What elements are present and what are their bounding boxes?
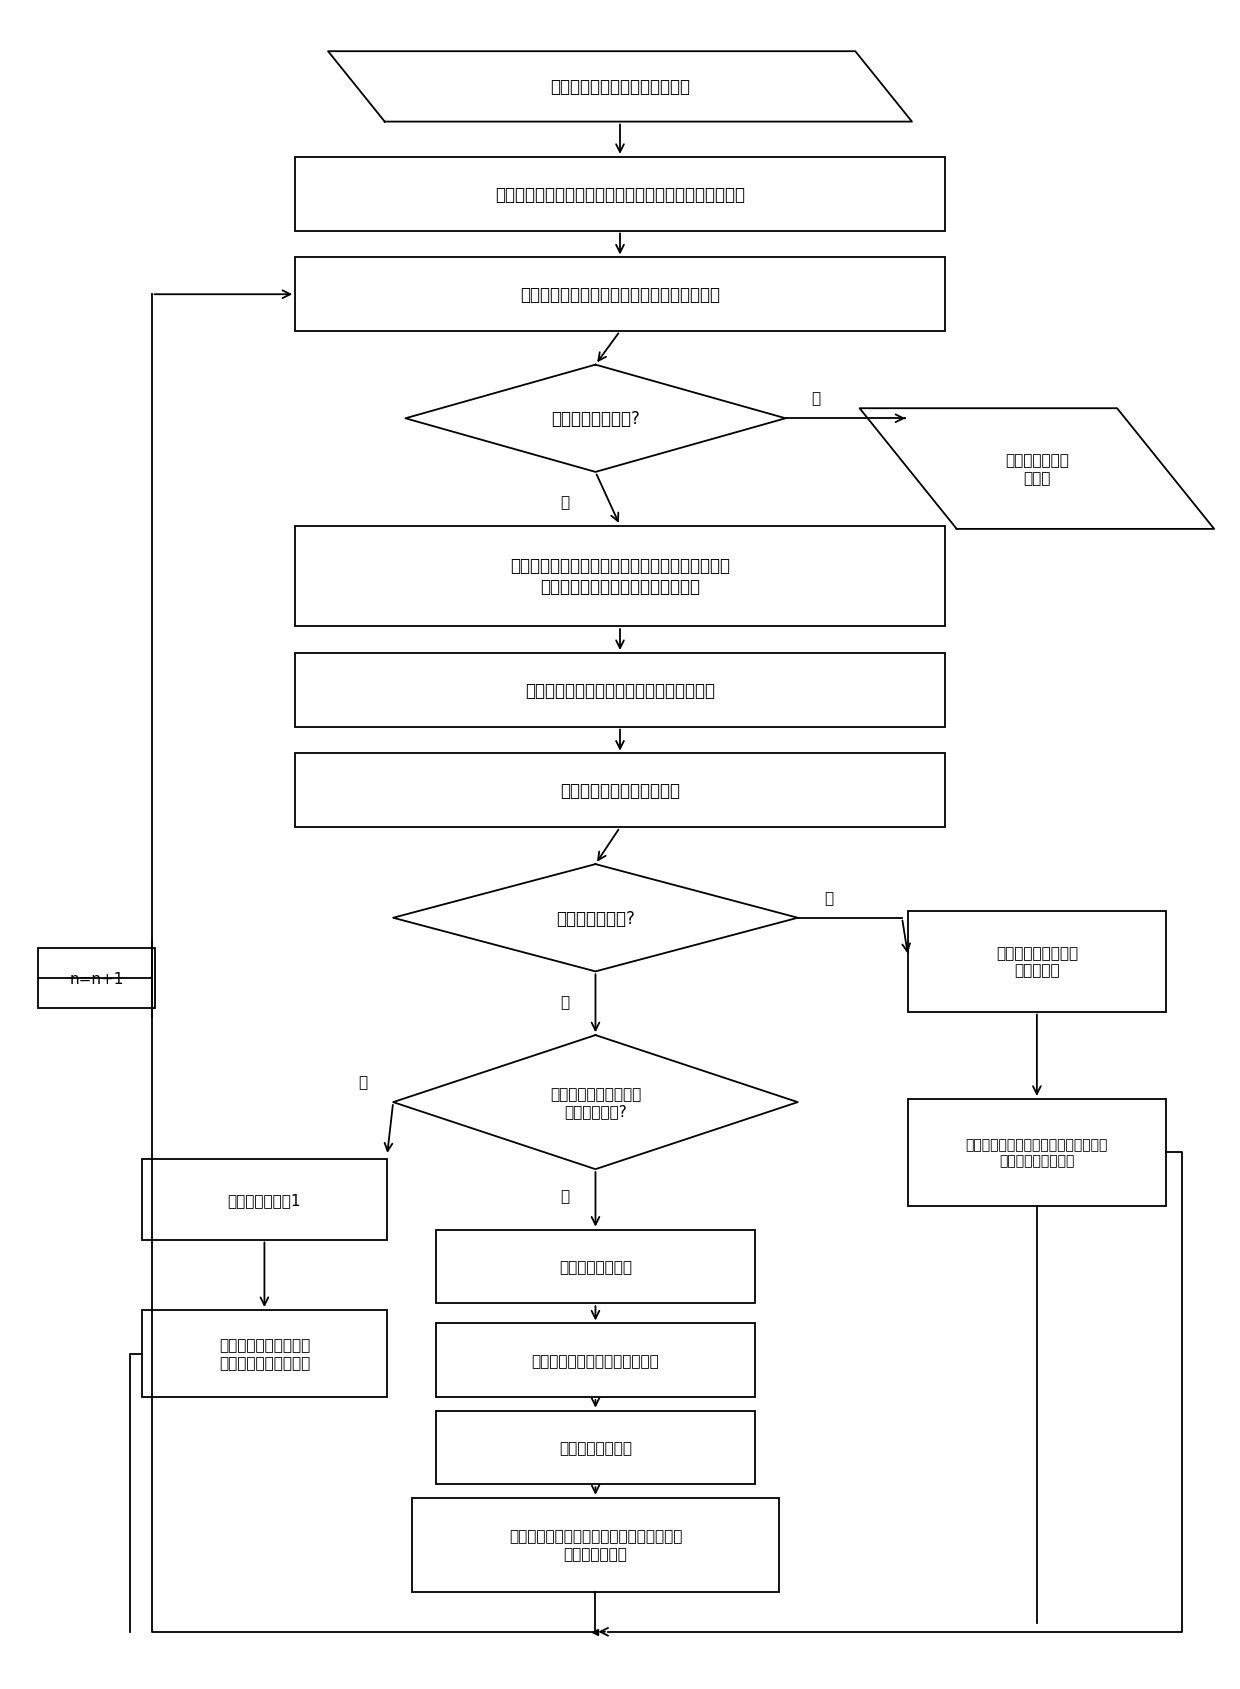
Text: 对每一个量子基因位的实数进行更新，并确
保其在定义域内: 对每一个量子基因位的实数进行更新，并确 保其在定义域内 [508,1529,682,1561]
Text: 构建加速进化机制: 构建加速进化机制 [559,1441,632,1454]
Polygon shape [405,365,785,473]
Bar [436,1324,755,1397]
Text: 是: 是 [560,1189,569,1204]
Text: 计算子代多层膜膜系适应度，更新最优个体: 计算子代多层膜膜系适应度，更新最优个体 [525,681,715,699]
Text: 无效进化次数加1: 无效进化次数加1 [228,1192,301,1208]
Polygon shape [329,52,911,123]
Text: 输出最优膜系设
计结构: 输出最优膜系设 计结构 [1004,453,1069,485]
Text: 无效进化次数是否大于
或等于最大值?: 无效进化次数是否大于 或等于最大值? [549,1086,641,1118]
Text: 是否满足优化准则?: 是否满足优化准则? [551,410,640,427]
Text: 确定量子旋转角方向及大小: 确定量子旋转角方向及大小 [560,782,680,801]
Bar [295,527,945,627]
Text: 是否为有效进化?: 是否为有效进化? [556,909,635,927]
Text: 对量子位概率幅使用
量子门更新: 对量子位概率幅使用 量子门更新 [996,946,1078,978]
Text: 计算多层膜膜系适应度，保存当前最优的膜系: 计算多层膜膜系适应度，保存当前最优的膜系 [520,285,720,304]
Bar [295,654,945,728]
Polygon shape [393,865,797,971]
Bar [436,1230,755,1304]
Text: 对每一个量子基因位的实数进行更新，
并确保其在定义域内: 对每一个量子基因位的实数进行更新， 并确保其在定义域内 [966,1138,1109,1167]
Bar [295,753,945,828]
Bar [295,258,945,333]
Bar [412,1498,780,1591]
Bar [141,1311,387,1397]
Text: n=n+1: n=n+1 [69,971,124,986]
Text: 否: 否 [560,495,569,510]
Polygon shape [393,1035,797,1169]
Bar [37,948,155,1008]
Bar [908,912,1166,1012]
Bar [436,1410,755,1485]
Text: 否: 否 [560,995,569,1010]
Text: 对量子位概率幅使用量子门更新: 对量子位概率幅使用量子门更新 [532,1353,660,1368]
Text: 是: 是 [823,890,833,905]
Bar [295,157,945,231]
Bar [141,1159,387,1240]
Text: 否: 否 [358,1074,367,1089]
Text: 无效进化次数归零: 无效进化次数归零 [559,1258,632,1274]
Polygon shape [859,409,1214,530]
Bar [908,1100,1166,1206]
Text: 种群初始化。对膜系厚度进行编码，生成量子染色体种群: 种群初始化。对膜系厚度进行编码，生成量子染色体种群 [495,186,745,204]
Text: 是: 是 [812,392,821,407]
Text: 父代个体基因位替换当
前无效子代个体基因位: 父代个体基因位替换当 前无效子代个体基因位 [218,1338,310,1370]
Text: 输入初始宽光谱多层膜各项参数: 输入初始宽光谱多层膜各项参数 [551,78,689,96]
Text: 对膜系厚度编码的量子染色体种群的每一个个体进
行单基因变异，生成子代染色体种群: 对膜系厚度编码的量子染色体种群的每一个个体进 行单基因变异，生成子代染色体种群 [510,557,730,596]
